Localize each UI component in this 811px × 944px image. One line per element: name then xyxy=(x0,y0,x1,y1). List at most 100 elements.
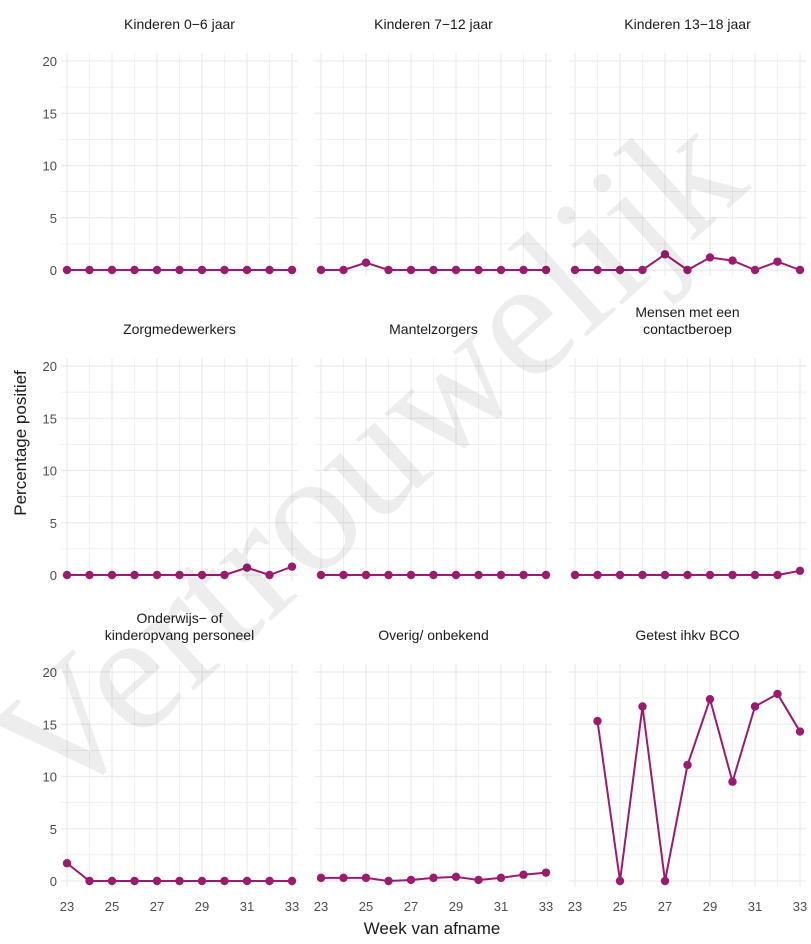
y-tick-label: 5 xyxy=(50,822,57,837)
panel-title: contactberoep xyxy=(643,321,732,337)
data-point xyxy=(474,570,483,580)
data-point xyxy=(474,875,483,885)
panel-title: Overig/ onbekend xyxy=(378,627,489,643)
data-point xyxy=(339,873,348,883)
data-point xyxy=(638,702,647,711)
data-point xyxy=(728,256,737,265)
y-axis-title: Percentage positief xyxy=(11,370,30,516)
facet-panel-5: Mantelzorgers xyxy=(315,321,552,581)
data-point xyxy=(242,265,252,275)
data-point xyxy=(541,265,551,275)
data-point xyxy=(570,570,580,580)
data-point xyxy=(773,689,782,699)
x-tick-label: 27 xyxy=(404,899,418,914)
data-point xyxy=(728,570,737,580)
data-point xyxy=(683,760,692,770)
data-point xyxy=(175,265,184,275)
data-point xyxy=(570,265,580,275)
data-point xyxy=(197,876,207,886)
y-tick-label: 5 xyxy=(50,516,57,531)
data-point xyxy=(519,870,528,879)
y-tick-label: 15 xyxy=(43,106,57,121)
data-point xyxy=(316,570,326,580)
y-tick-label: 0 xyxy=(50,568,57,583)
data-point xyxy=(593,716,602,726)
data-point xyxy=(242,876,252,886)
facet-panel-9: Getest ihkv BCO 23 25 27 29 31 33 xyxy=(568,627,807,914)
data-point xyxy=(220,570,229,580)
x-tick-label: 29 xyxy=(449,899,463,914)
panel-title: Getest ihkv BCO xyxy=(635,627,739,643)
x-tick-label: 33 xyxy=(285,899,299,914)
data-point xyxy=(152,570,162,580)
data-point xyxy=(541,868,551,877)
data-point xyxy=(496,570,506,580)
x-tick-label: 31 xyxy=(240,899,254,914)
y-tick-label: 20 xyxy=(43,359,57,374)
data-point xyxy=(406,265,416,275)
data-point xyxy=(361,873,371,883)
data-point xyxy=(197,570,207,580)
data-point xyxy=(660,876,670,886)
y-tick-label: 0 xyxy=(50,874,57,889)
data-point xyxy=(265,265,274,275)
y-tick-label: 10 xyxy=(43,159,57,174)
data-point xyxy=(683,570,692,580)
data-point xyxy=(429,570,438,580)
data-point xyxy=(242,563,252,572)
data-point xyxy=(593,265,602,275)
y-tick-label: 20 xyxy=(43,54,57,69)
data-point xyxy=(152,265,162,275)
y-tick-label: 10 xyxy=(43,464,57,479)
data-point xyxy=(451,265,461,275)
data-point xyxy=(287,876,297,886)
x-tick-label: 25 xyxy=(105,899,119,914)
data-point xyxy=(130,265,139,275)
data-point xyxy=(85,876,94,886)
y-tick-label: 15 xyxy=(43,717,57,732)
data-point xyxy=(130,876,139,886)
data-point xyxy=(62,570,72,580)
data-point xyxy=(384,570,393,580)
data-point xyxy=(795,265,805,275)
data-point xyxy=(519,265,528,275)
y-tick-label: 20 xyxy=(43,665,57,680)
data-point xyxy=(638,265,647,275)
series-line xyxy=(596,692,801,882)
data-point xyxy=(615,570,625,580)
data-point xyxy=(152,876,162,886)
data-point xyxy=(316,265,326,275)
panel-title: Mensen met een xyxy=(635,304,739,320)
data-point xyxy=(339,570,348,580)
x-tick-label: 23 xyxy=(568,899,582,914)
x-tick-label: 27 xyxy=(658,899,672,914)
panel-title: Mantelzorgers xyxy=(389,321,478,337)
data-point xyxy=(474,265,483,275)
data-point xyxy=(62,265,72,275)
data-point xyxy=(384,876,393,886)
x-tick-label: 31 xyxy=(494,899,508,914)
data-point xyxy=(750,570,760,580)
x-tick-label: 31 xyxy=(748,899,762,914)
data-point xyxy=(660,570,670,580)
data-point xyxy=(593,570,602,580)
x-tick-label: 23 xyxy=(60,899,74,914)
y-tick-label: 0 xyxy=(50,263,57,278)
data-point xyxy=(62,859,72,868)
data-point xyxy=(107,876,117,886)
panel-title: Onderwijs− of xyxy=(137,610,223,626)
panel-title: Kinderen 13−18 jaar xyxy=(624,16,751,32)
data-point xyxy=(175,876,184,886)
data-point xyxy=(773,570,782,580)
data-point xyxy=(175,570,184,580)
x-tick-label: 25 xyxy=(613,899,627,914)
data-point xyxy=(795,727,805,736)
data-point xyxy=(451,872,461,882)
data-point xyxy=(496,265,506,275)
facet-panel-3: Kinderen 13−18 jaar xyxy=(569,16,806,276)
data-point xyxy=(220,876,229,886)
data-point xyxy=(705,694,715,704)
x-tick-label: 29 xyxy=(703,899,717,914)
